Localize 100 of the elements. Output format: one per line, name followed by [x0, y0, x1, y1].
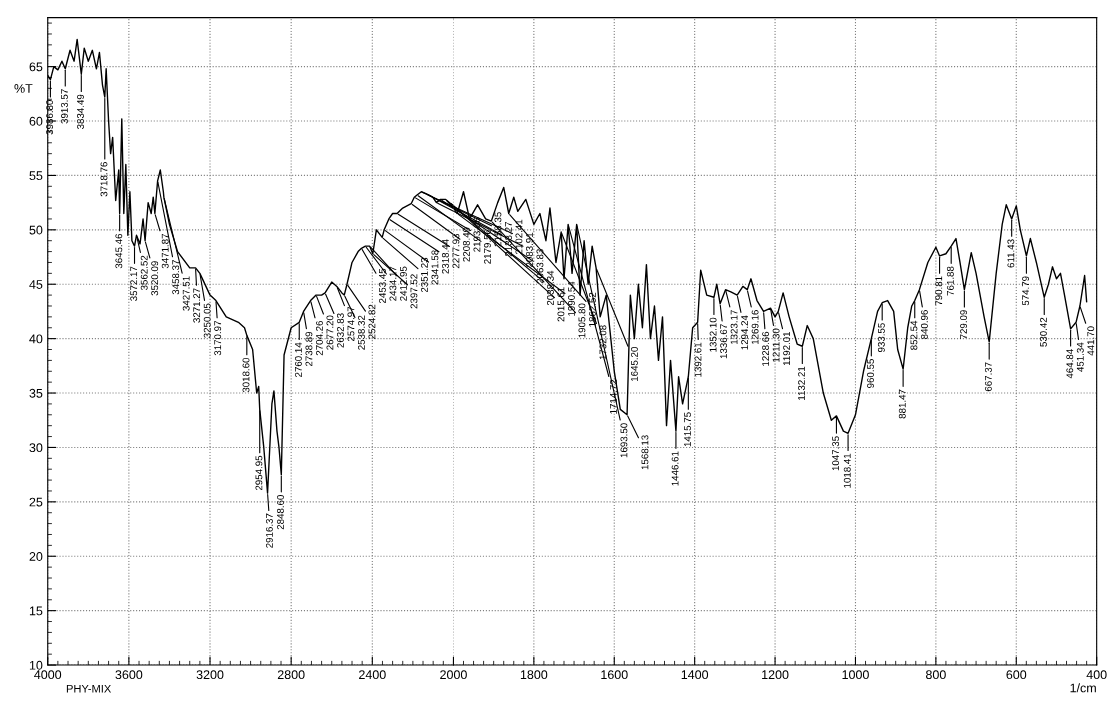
- annotation: 3718.76: [100, 162, 108, 197]
- annotation: 790.81: [935, 276, 943, 306]
- y-tick-label: 60: [29, 116, 43, 126]
- x-tick-label: 2400: [359, 670, 386, 680]
- annotation: 1323.17: [730, 310, 738, 345]
- annotation: 3471.87: [161, 233, 169, 269]
- annotation: 729.09: [960, 310, 967, 339]
- y-tick-label: 40: [29, 334, 43, 344]
- annotation: 852.54: [910, 320, 918, 350]
- annotation: 1047.35: [832, 436, 840, 471]
- annotation: 2133.27: [504, 221, 512, 257]
- annotation: 1990.54: [567, 281, 575, 316]
- y-tick-label: 45: [29, 280, 43, 289]
- x-tick-label: 400: [1086, 670, 1107, 680]
- y-tick-label: 65: [29, 62, 43, 72]
- x-tick-label: 1000: [842, 670, 869, 680]
- x-tick-label: 3600: [115, 670, 143, 680]
- y-tick-label: 30: [29, 443, 43, 453]
- annotation: 1714.72: [609, 379, 617, 414]
- annotation: 3170.97: [214, 321, 222, 356]
- annotation: 3562.52: [140, 255, 148, 291]
- x-tick-label: 2000: [440, 670, 467, 680]
- x-tick-label: 1600: [601, 670, 628, 680]
- annotation: 1862.52: [588, 292, 596, 327]
- annotation: 3018.60: [242, 357, 250, 393]
- text: PHY-MIX: [66, 684, 112, 693]
- x-tick-label: 600: [1006, 670, 1027, 680]
- annotation: 3645.46: [115, 233, 123, 269]
- y-tick-label: 25: [29, 497, 43, 507]
- annotation: 3520.09: [151, 261, 159, 296]
- annotation: 3250.05: [203, 303, 211, 338]
- annotation: 2083.91: [525, 232, 533, 268]
- x-tick-label: 2800: [277, 670, 305, 680]
- y-axis-title: %T: [14, 84, 33, 93]
- annotation: 1211.30: [772, 328, 780, 362]
- annotation: 667.37: [984, 362, 992, 392]
- annotation: 881.47: [898, 389, 906, 419]
- annotation: 3427.51: [182, 276, 190, 311]
- annotation: 574.79: [1022, 276, 1030, 306]
- annotation: 1446.61: [671, 451, 679, 486]
- annotation: 1645.20: [630, 347, 638, 382]
- annotation: 3271.27: [193, 288, 201, 323]
- annotation: 1693.50: [620, 423, 628, 458]
- annotation: 3913.57: [60, 89, 68, 124]
- annotation: 2015.61: [557, 287, 565, 322]
- annotation: 1228.66: [762, 331, 770, 366]
- annotation: 960.55: [867, 359, 874, 388]
- annotation: 761.88: [946, 266, 954, 296]
- annotation: 1415.75: [684, 412, 691, 447]
- annotation: 2102.41: [515, 219, 523, 254]
- annotation: 2954.95: [255, 455, 263, 491]
- y-tick-label: 55: [29, 171, 43, 181]
- annotation: 840.96: [920, 310, 928, 339]
- annotation: 2351.23: [420, 257, 428, 293]
- x-tick-label: 1200: [762, 670, 789, 680]
- x-tick-label: 800: [925, 670, 946, 680]
- annotation: 3986.80: [46, 100, 54, 135]
- annotation: 2038.34: [546, 270, 554, 306]
- annotation: 2434.17: [389, 266, 397, 301]
- annotation: 2574.97: [347, 306, 355, 342]
- y-tick-label: 50: [29, 225, 43, 235]
- y-tick-label: 35: [29, 388, 43, 398]
- annotation: 3458.37: [172, 260, 180, 295]
- x-axis-title: 1/cm: [1070, 683, 1096, 693]
- annotation: 3572.17: [130, 266, 138, 301]
- annotation: 2318.44: [441, 239, 449, 274]
- annotation: 1132.21: [798, 366, 805, 400]
- annotation: 2453.45: [378, 268, 386, 303]
- annotation: 1905.80: [578, 303, 586, 338]
- annotation: 1269.16: [751, 310, 759, 345]
- y-tick-label: 10: [29, 660, 43, 670]
- annotation: 2524.82: [368, 304, 376, 339]
- annotation: 451.34: [1076, 342, 1084, 372]
- annotation: 2632.83: [336, 313, 344, 348]
- x-tick-label: 1400: [681, 670, 709, 680]
- annotation: 2738.89: [305, 331, 313, 367]
- annotation: 2916.37: [265, 513, 273, 548]
- annotation: 1336.67: [720, 324, 728, 359]
- annotation: 2538.32: [357, 315, 365, 350]
- x-tick-label: 1800: [520, 670, 548, 680]
- annotation: 611.43: [1007, 239, 1015, 268]
- annotation: 441.70: [1087, 326, 1095, 356]
- annotation: 2397.52: [410, 274, 418, 309]
- annotation: 464.84: [1066, 349, 1074, 379]
- annotation: 1568.13: [641, 435, 649, 470]
- annotation: 1732.08: [599, 325, 607, 360]
- annotation: 933.55: [877, 323, 885, 352]
- annotation: 3834.49: [77, 94, 84, 129]
- y-tick-label: 20: [29, 552, 43, 561]
- annotation: 2704.26: [315, 320, 323, 356]
- annotation: 2341.58: [431, 250, 439, 285]
- x-tick-label: 4000: [34, 670, 62, 680]
- annotation: 2412.95: [399, 266, 407, 301]
- annotation: 1352.10: [709, 317, 717, 352]
- annotation: 2760.14: [294, 342, 302, 377]
- x-tick-label: 3200: [196, 670, 224, 680]
- annotation: 2848.60: [277, 495, 284, 530]
- annotation: 1192.01: [783, 331, 791, 366]
- y-tick-label: 15: [29, 606, 43, 616]
- annotation: 2277.93: [452, 233, 460, 269]
